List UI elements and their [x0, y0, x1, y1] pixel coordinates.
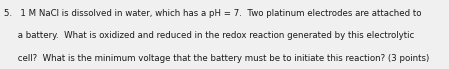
Text: 5.   1 M NaCl is dissolved in water, which has a pH = 7.  Two platinum electrode: 5. 1 M NaCl is dissolved in water, which… — [4, 9, 421, 18]
Text: a battery.  What is oxidized and reduced in the redox reaction generated by this: a battery. What is oxidized and reduced … — [4, 31, 414, 40]
Text: cell?  What is the minimum voltage that the battery must be to initiate this rea: cell? What is the minimum voltage that t… — [4, 54, 429, 63]
